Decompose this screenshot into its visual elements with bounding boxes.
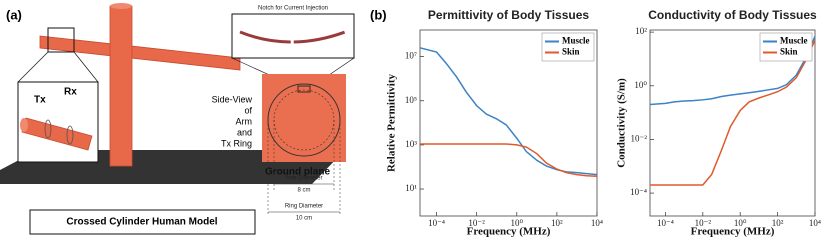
- ground-label: Ground plane: [265, 167, 330, 178]
- panel-label: (a): [6, 7, 22, 22]
- ring-diameter: Ring Diameter: [285, 204, 323, 210]
- x-tick-label: 10⁻⁴: [428, 218, 445, 228]
- y-axis-label: Relative Permittivity: [386, 73, 398, 172]
- rx-label: Rx: [64, 87, 77, 98]
- legend-box: [759, 32, 813, 62]
- tx-label: Tx: [34, 95, 46, 106]
- y-tick-label: 10⁻²: [631, 133, 648, 143]
- x-tick-label: 10⁴: [591, 218, 603, 228]
- panel-label: (b): [370, 7, 387, 22]
- side-view-text: of: [244, 105, 252, 115]
- data-line: [650, 39, 816, 186]
- data-line: [419, 47, 598, 176]
- notch-title: Notch for Current Injection: [258, 6, 328, 12]
- x-tick-label: 10⁰: [510, 218, 523, 228]
- rx-ring: [66, 125, 74, 145]
- zoom-box: [47, 27, 75, 53]
- cylinder-top: [110, 3, 132, 9]
- y-tick-label: 10⁰: [634, 80, 647, 90]
- y-tick-label: 10⁻⁴: [630, 187, 647, 197]
- legend-label: Skin: [780, 47, 798, 57]
- chart-title: Conductivity of Body Tissues: [648, 8, 817, 22]
- side-view-text: and: [237, 127, 252, 137]
- x-tick-label: 10⁰: [734, 218, 747, 228]
- x-axis-label: Frequency (MHz): [691, 226, 775, 238]
- x-tick-label: 10⁻²: [468, 218, 485, 228]
- data-line: [420, 143, 598, 177]
- x-tick-label: 10²: [772, 218, 784, 228]
- x-axis-label: Frequency (MHz): [467, 226, 551, 238]
- caption: Crossed Cylinder Human Model: [66, 217, 217, 228]
- notch-marker: [297, 85, 311, 93]
- plot-frame: [419, 29, 598, 217]
- ring-size: 10 cm: [296, 216, 312, 222]
- vertical-cylinder: [109, 5, 133, 167]
- legend-label: Muscle: [562, 36, 590, 46]
- notch-arc: [239, 30, 346, 44]
- arm-end: [20, 118, 28, 132]
- horizontal-cylinder: [39, 35, 241, 71]
- arm-section: [262, 74, 346, 162]
- y-tick-label: 10³: [405, 139, 417, 149]
- zoom-line: [17, 51, 49, 83]
- data-line: [649, 35, 816, 106]
- y-tick-label: 10¹: [405, 183, 417, 193]
- caption-box: [29, 209, 256, 235]
- x-tick-label: 10⁻⁴: [657, 218, 674, 228]
- legend-label: Skin: [562, 47, 580, 57]
- x-tick-label: 10⁴: [809, 218, 821, 228]
- y-tick-label: 10⁷: [405, 51, 417, 61]
- chart-title: Permittivity of Body Tissues: [428, 8, 589, 22]
- x-tick-label: 10⁻²: [695, 218, 712, 228]
- legend-label: Muscle: [780, 36, 808, 46]
- side-view-text: Side-View: [212, 94, 253, 104]
- zoom-line: [73, 51, 99, 83]
- arm-diameter: Arm Diameter: [285, 176, 322, 182]
- legend-box: [541, 32, 595, 62]
- y-axis-label: Conductivity (S/m): [616, 78, 628, 168]
- y-tick-label: 10²: [635, 26, 647, 36]
- x-tick-label: 10²: [551, 218, 563, 228]
- y-tick-label: 10⁵: [405, 95, 417, 105]
- tx-ring: [44, 119, 52, 139]
- side-view-text: Tx Ring: [221, 138, 252, 148]
- arm-size: 8 cm: [297, 188, 310, 194]
- plot-frame: [649, 29, 816, 217]
- side-view-text: Arm: [236, 116, 253, 126]
